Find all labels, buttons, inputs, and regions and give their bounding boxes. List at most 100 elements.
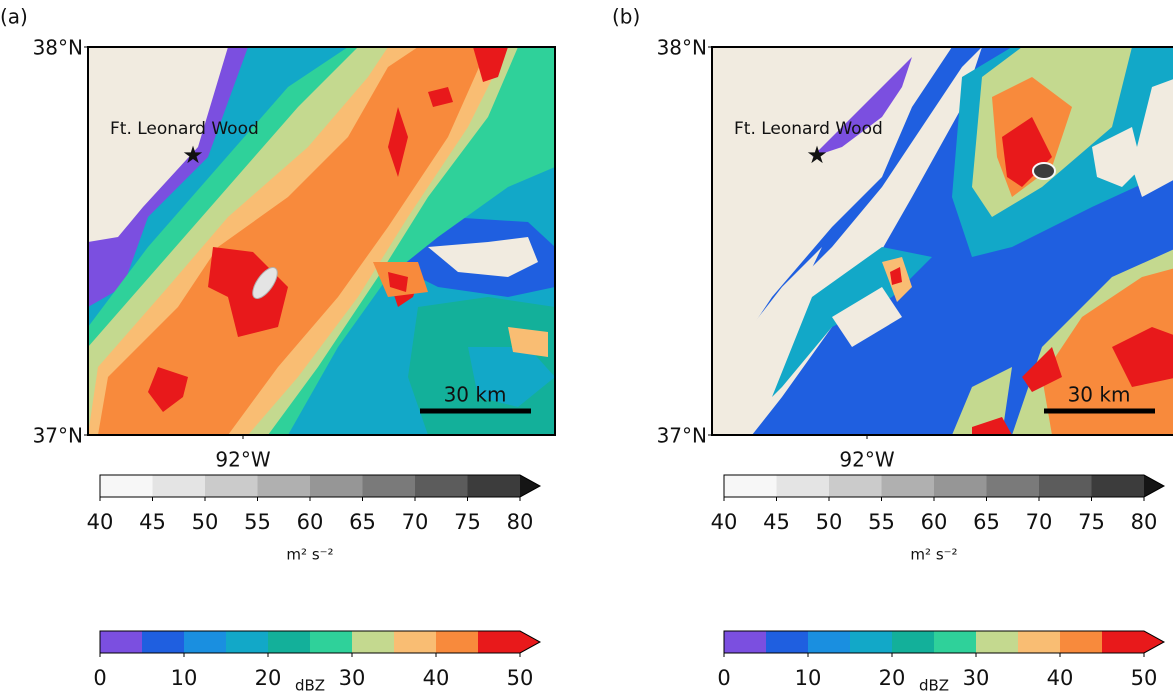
- contour: [952, 367, 1012, 435]
- colorbar-bin: [184, 631, 227, 653]
- colorbar-extend: [520, 475, 540, 497]
- colorbar-bin: [205, 475, 258, 497]
- colorbar-bin: [829, 475, 882, 497]
- contour: [712, 247, 822, 435]
- contour: [388, 107, 408, 177]
- colorbar-bin: [724, 475, 777, 497]
- contour: [468, 347, 555, 407]
- scale-label: 30 km: [1068, 383, 1131, 407]
- colorbar-tick-label: 50: [192, 510, 219, 534]
- lat-label: 37°N: [33, 424, 83, 448]
- helicity-contour: [1032, 162, 1056, 180]
- contour: [1112, 327, 1173, 387]
- colorbar-bin: [257, 475, 311, 497]
- colorbar-bin: [100, 475, 153, 497]
- colorbar-tick-label: 80: [507, 510, 534, 534]
- map-frame: [711, 46, 1173, 436]
- panel-label: (a): [0, 5, 28, 29]
- contour: [1022, 347, 1062, 392]
- colorbar-bin: [934, 631, 977, 653]
- colorbar-bin: [881, 475, 935, 497]
- lat-label: 37°N: [657, 424, 707, 448]
- contour: [88, 47, 228, 242]
- colorbar-tick-label: 10: [795, 666, 822, 690]
- colorbar-tick-label: 10: [171, 666, 198, 690]
- contour: [388, 272, 408, 292]
- colorbar-bin: [766, 631, 809, 653]
- colorbar-bin: [268, 631, 311, 653]
- contour: [508, 327, 548, 357]
- colorbar-unit: dBZ: [919, 677, 949, 695]
- colorbar-bin: [934, 475, 987, 497]
- panel-label: (b): [612, 5, 640, 29]
- colorbar-tick-label: 20: [879, 666, 906, 690]
- colorbar-bin: [724, 631, 767, 653]
- contour: [1132, 79, 1173, 197]
- colorbar-tick-label: 40: [87, 510, 114, 534]
- colorbar-extend: [1144, 475, 1164, 497]
- contour: [972, 417, 1012, 435]
- colorbar-tick-label: 70: [1026, 510, 1053, 534]
- colorbar-bin: [352, 631, 395, 653]
- contour: [1042, 268, 1173, 435]
- colorbar-bin: [394, 631, 437, 653]
- map-panel: (a)38°N 37°N 92°W ★Ft. Leonard Wood 30 km 40 4…: [0, 5, 556, 695]
- contour: [712, 47, 982, 435]
- colorbar-tick-label: 45: [139, 510, 166, 534]
- colorbar-tick-label: 75: [1078, 510, 1105, 534]
- contour: [832, 287, 902, 347]
- place-label: Ft. Leonard Wood: [734, 119, 883, 139]
- colorbar-bin: [1060, 631, 1103, 653]
- colorbar-bin: [142, 631, 185, 653]
- place-star: ★: [806, 141, 828, 169]
- contour: [890, 267, 902, 285]
- colorbar-bin: [1018, 631, 1061, 653]
- colorbar-bin: [100, 631, 143, 653]
- colorbar-frame: [723, 474, 1166, 498]
- contour: [812, 57, 912, 157]
- colorbar-bin: [226, 631, 269, 653]
- colorbar-bin: [986, 475, 1040, 497]
- colorbar-tick-label: 0: [717, 666, 730, 690]
- reflectivity-field: [88, 47, 555, 435]
- colorbar-tick-label: 20: [255, 666, 282, 690]
- colorbar-tick-label: 50: [507, 666, 534, 690]
- colorbar-extend: [1144, 631, 1164, 653]
- colorbar-tick-label: 55: [868, 510, 895, 534]
- colorbar-tick-label: 75: [454, 510, 481, 534]
- place-label: Ft. Leonard Wood: [110, 119, 259, 139]
- helicity-contour: [252, 267, 278, 299]
- colorbar-bin: [808, 631, 851, 653]
- colorbar-tick-label: 50: [816, 510, 843, 534]
- lon-label: 92°W: [215, 448, 270, 472]
- colorbar-frame: [99, 474, 542, 498]
- reflectivity-field: [712, 47, 1173, 435]
- colorbar-bin: [1102, 631, 1145, 653]
- contour: [473, 47, 508, 82]
- colorbar-bin: [310, 631, 353, 653]
- colorbar-tick-label: 45: [763, 510, 790, 534]
- colorbar-bin: [310, 475, 363, 497]
- colorbar-extend: [520, 631, 540, 653]
- colorbar-tick-label: 80: [1131, 510, 1158, 534]
- colorbar-unit: m² s⁻²: [286, 546, 333, 564]
- contour: [148, 367, 188, 412]
- colorbar-tick-label: 70: [402, 510, 429, 534]
- colorbar-tick-label: 60: [297, 510, 324, 534]
- colorbar-bin: [415, 475, 468, 497]
- colorbar-tick-label: 30: [339, 666, 366, 690]
- lon-label: 92°W: [839, 448, 894, 472]
- colorbar-unit: m² s⁻²: [910, 546, 957, 564]
- colorbar-bin: [478, 631, 521, 653]
- map-panel: (b) 38°N 37°N 92°W ★Ft. Leonard Wood 30 km 40 4…: [612, 5, 1173, 695]
- colorbar-tick-label: 40: [711, 510, 738, 534]
- map-frame: [87, 46, 556, 436]
- colorbar-bin: [976, 631, 1019, 653]
- colorbar-tick-label: 40: [423, 666, 450, 690]
- colorbar-bin: [152, 475, 206, 497]
- colorbar-tick-label: 60: [921, 510, 948, 534]
- colorbar-unit: dBZ: [295, 677, 325, 695]
- contour: [428, 87, 453, 107]
- colorbar-tick-label: 65: [973, 510, 1000, 534]
